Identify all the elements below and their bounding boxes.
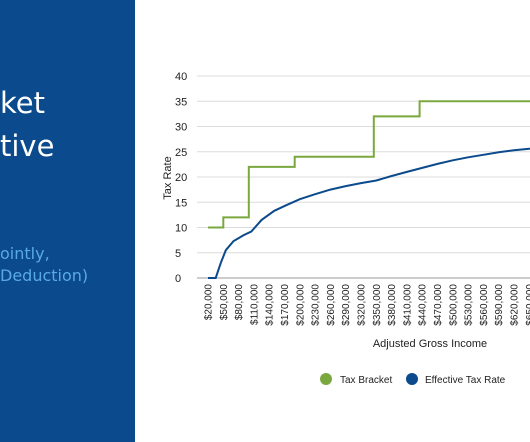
x-tick-label: $590,000	[494, 284, 505, 326]
series-line-tax-bracket	[208, 100, 530, 229]
panel-subtitle-line-1: ointly,	[0, 244, 50, 263]
x-axis-ticks: $20,000 $50,000 $80,000 $110,000 $140,000 $17…	[204, 284, 530, 326]
x-tick-label: $560,000	[479, 284, 490, 326]
legend-label-1: Tax Bracket	[340, 375, 392, 386]
x-tick-label: $470,000	[433, 284, 444, 326]
y-tick-label: 20	[175, 172, 187, 184]
y-axis-title: Tax Rate	[162, 156, 174, 199]
x-tick-label: $170,000	[280, 284, 291, 326]
x-axis-title: Adjusted Gross Income	[373, 338, 487, 350]
x-tick-label: $200,000	[295, 284, 306, 326]
legend-label-2: Effective Tax Rate	[425, 375, 506, 386]
tax-rate-chart: 0 5 10 15 20 25 30 35 40 $20,000 $50,000 $80,000 $1…	[162, 71, 530, 386]
x-tick-label: $50,000	[219, 284, 230, 321]
grid-lines	[197, 75, 530, 279]
x-tick-label: $620,000	[510, 284, 521, 326]
x-tick-label: $110,000	[249, 284, 260, 325]
y-axis-ticks: 0 5 10 15 20 25 30 35 40	[175, 71, 187, 285]
x-tick-label: $530,000	[464, 284, 475, 326]
y-tick-label: 0	[175, 273, 181, 285]
panel-title-line-1: ket	[0, 86, 45, 120]
x-tick-label: $260,000	[326, 284, 337, 326]
series-lines	[208, 100, 530, 279]
y-tick-label: 25	[175, 147, 187, 159]
series-line-effective-tax-rate	[208, 147, 530, 279]
x-tick-label: $440,000	[418, 284, 429, 326]
x-tick-label: $380,000	[387, 284, 398, 326]
legend: Tax Bracket Effective Tax Rate	[320, 373, 506, 386]
x-tick-label: $500,000	[448, 284, 459, 326]
x-tick-label: $350,000	[372, 284, 383, 326]
x-tick-label: $320,000	[357, 284, 368, 326]
x-tick-label: $650,000	[525, 284, 530, 326]
y-tick-label: 40	[175, 71, 187, 83]
y-tick-label: 30	[175, 122, 187, 134]
legend-marker-2	[406, 373, 418, 385]
x-tick-label: $20,000	[204, 284, 215, 321]
x-tick-label: $140,000	[265, 284, 276, 326]
x-tick-label: $290,000	[341, 284, 352, 326]
legend-marker-1	[320, 373, 332, 385]
x-tick-label: $230,000	[311, 284, 322, 326]
y-tick-label: 35	[175, 96, 187, 108]
y-tick-label: 15	[175, 197, 187, 209]
y-tick-label: 10	[175, 223, 187, 235]
x-tick-label: $80,000	[234, 284, 245, 321]
panel-title-line-2: tive	[0, 129, 55, 163]
title-panel: ket tive ointly, Deduction)	[0, 0, 135, 442]
panel-subtitle-line-2: Deduction)	[0, 266, 89, 285]
y-tick-label: 5	[175, 248, 181, 260]
x-tick-label: $410,000	[402, 284, 413, 326]
